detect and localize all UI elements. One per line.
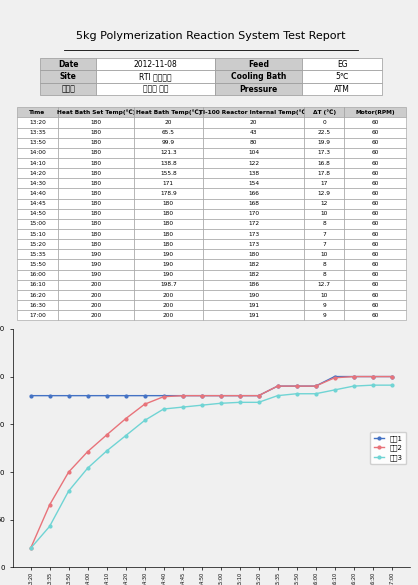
계열2 xyxy=(370,373,375,380)
계열1 xyxy=(142,392,147,399)
계열2 xyxy=(123,415,128,422)
계열1 xyxy=(313,383,318,390)
계열3 xyxy=(370,381,375,388)
Line: 계열3: 계열3 xyxy=(29,384,393,550)
계열3 xyxy=(199,402,204,409)
계열2 xyxy=(256,392,261,399)
계열2 xyxy=(28,545,33,552)
계열1 xyxy=(123,392,128,399)
계열2 xyxy=(104,432,109,439)
계열2 xyxy=(180,392,185,399)
계열3 xyxy=(237,399,242,406)
계열2 xyxy=(66,469,71,476)
계열1 xyxy=(47,392,52,399)
계열2 xyxy=(85,448,90,455)
계열2 xyxy=(275,383,280,390)
계열3 xyxy=(351,383,356,390)
계열2 xyxy=(294,383,299,390)
계열3 xyxy=(142,417,147,424)
계열2 xyxy=(237,392,242,399)
계열1 xyxy=(218,392,223,399)
Line: 계열2: 계열2 xyxy=(29,375,393,550)
계열1 xyxy=(332,373,337,380)
계열3 xyxy=(275,392,280,399)
계열1 xyxy=(389,373,394,380)
Line: 계열1: 계열1 xyxy=(29,375,393,397)
계열1 xyxy=(275,383,280,390)
계열3 xyxy=(313,390,318,397)
계열1 xyxy=(104,392,109,399)
계열1 xyxy=(85,392,90,399)
계열3 xyxy=(294,390,299,397)
계열3 xyxy=(28,545,33,552)
계열3 xyxy=(104,448,109,455)
계열3 xyxy=(218,400,223,407)
계열2 xyxy=(47,501,52,508)
계열2 xyxy=(389,373,394,380)
계열2 xyxy=(313,383,318,390)
Legend: 계열1, 계열2, 계열3: 계열1, 계열2, 계열3 xyxy=(370,432,406,464)
계열3 xyxy=(123,432,128,439)
계열1 xyxy=(351,373,356,380)
계열1 xyxy=(161,392,166,399)
계열1 xyxy=(294,383,299,390)
계열1 xyxy=(370,373,375,380)
계열2 xyxy=(218,392,223,399)
계열3 xyxy=(66,487,71,494)
계열3 xyxy=(180,404,185,411)
계열3 xyxy=(256,399,261,406)
계열3 xyxy=(161,405,166,412)
계열1 xyxy=(199,392,204,399)
Text: 5kg Polymerization Reaction System Test Report: 5kg Polymerization Reaction System Test … xyxy=(76,30,346,40)
계열2 xyxy=(351,373,356,380)
계열3 xyxy=(47,523,52,530)
계열1 xyxy=(66,392,71,399)
계열3 xyxy=(85,464,90,472)
계열1 xyxy=(256,392,261,399)
계열2 xyxy=(142,401,147,408)
계열1 xyxy=(180,392,185,399)
계열2 xyxy=(161,393,166,400)
계열3 xyxy=(332,387,337,394)
계열2 xyxy=(199,392,204,399)
계열1 xyxy=(28,392,33,399)
계열2 xyxy=(332,374,337,381)
계열3 xyxy=(389,381,394,388)
계열1 xyxy=(237,392,242,399)
